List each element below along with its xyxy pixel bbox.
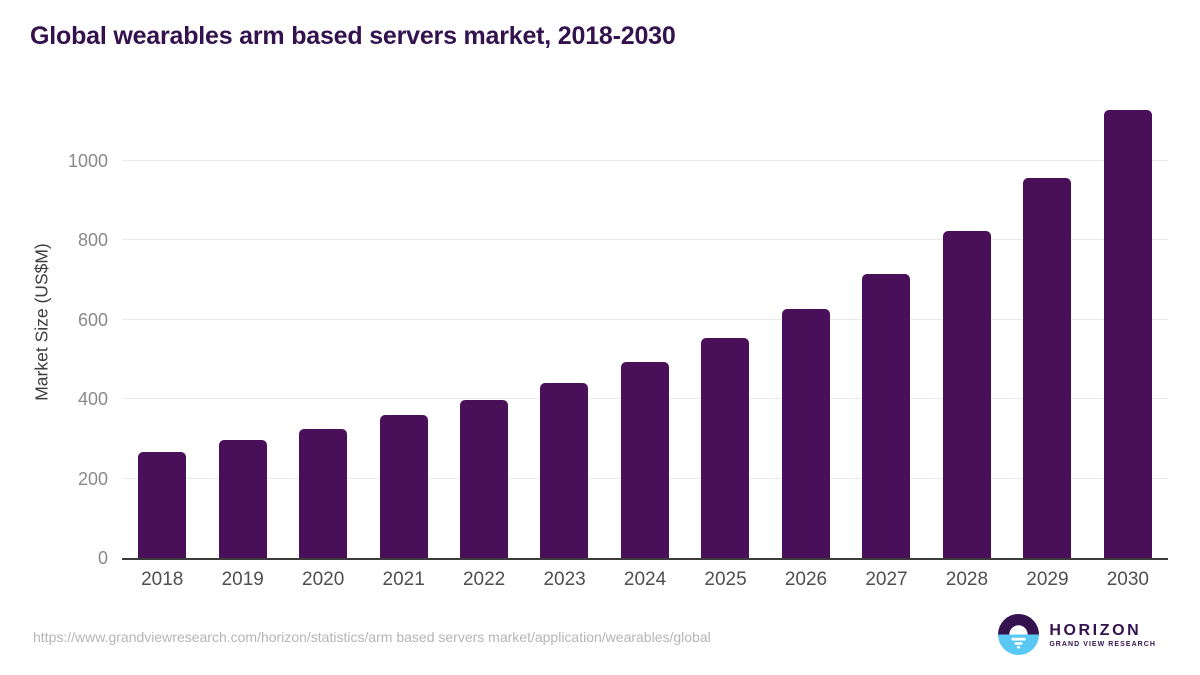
gridline-600 bbox=[122, 318, 1168, 320]
ytick-label-800: 800 bbox=[77, 230, 108, 251]
xtick-label-2021: 2021 bbox=[382, 569, 425, 590]
bar-2024 bbox=[620, 361, 669, 558]
x-axis-labels: 2018 2019 2020 2021 2022 2023 2024 2025 2026 2027… bbox=[122, 569, 1168, 591]
logo-subtitle: GRAND VIEW RESEARCH bbox=[1049, 640, 1156, 648]
xtick-label-2024: 2024 bbox=[623, 569, 667, 590]
xtick-label-2020: 2020 bbox=[302, 569, 345, 590]
bar-series bbox=[122, 90, 1168, 558]
bar-2026 bbox=[781, 308, 830, 558]
xtick-label-2022: 2022 bbox=[462, 569, 506, 590]
gridline-1000 bbox=[122, 159, 1168, 161]
xtick-label-2030: 2030 bbox=[1106, 569, 1149, 590]
bar-2022 bbox=[460, 399, 509, 558]
xtick-label-2025: 2025 bbox=[704, 569, 747, 590]
horizon-logo-icon bbox=[998, 614, 1040, 655]
logo-title: HORIZON bbox=[1049, 621, 1142, 639]
plot-area bbox=[122, 90, 1168, 560]
bar-2021 bbox=[379, 414, 428, 558]
logo-text-block: HORIZON GRAND VIEW RESEARCH bbox=[1049, 622, 1156, 648]
ytick-label-1000: 1000 bbox=[67, 150, 108, 171]
horizon-logo: HORIZON GRAND VIEW RESEARCH bbox=[998, 614, 1156, 655]
bar-2023 bbox=[540, 382, 589, 558]
bar-2029 bbox=[1023, 177, 1072, 558]
bar-2025 bbox=[701, 338, 750, 558]
gridline-800 bbox=[122, 239, 1168, 241]
bar-2028 bbox=[942, 231, 991, 558]
xtick-label-2026: 2026 bbox=[784, 569, 828, 590]
ytick-label-0: 0 bbox=[97, 548, 108, 568]
xtick-label-2028: 2028 bbox=[945, 569, 989, 590]
bar-2020 bbox=[299, 429, 348, 558]
bar-2027 bbox=[862, 273, 911, 558]
xtick-label-2018: 2018 bbox=[141, 569, 184, 590]
ytick-label-200: 200 bbox=[77, 468, 108, 489]
xtick-label-2029: 2029 bbox=[1026, 569, 1069, 590]
xtick-label-2023: 2023 bbox=[543, 569, 586, 590]
ytick-label-400: 400 bbox=[77, 389, 108, 410]
bar-2018 bbox=[138, 451, 187, 558]
xtick-label-2027: 2027 bbox=[865, 569, 908, 590]
ytick-label-600: 600 bbox=[77, 309, 108, 330]
chart-title: Global wearables arm based servers marke… bbox=[30, 22, 676, 50]
source-url: https://www.grandviewresearch.com/horizo… bbox=[33, 629, 711, 645]
y-axis-tick-labels: 0 200 400 600 800 1000 bbox=[0, 90, 108, 568]
xtick-label-2019: 2019 bbox=[221, 569, 264, 590]
bar-2030 bbox=[1103, 110, 1152, 558]
bar-2019 bbox=[218, 440, 267, 558]
